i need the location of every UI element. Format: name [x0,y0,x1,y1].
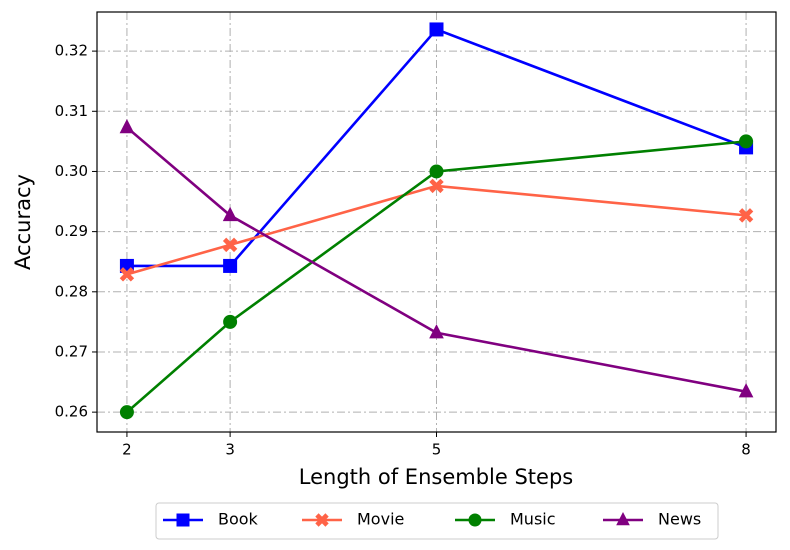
x-tick-label: 2 [122,441,132,459]
grid [97,12,776,432]
marker [429,164,444,179]
legend-item: Book [163,510,259,529]
marker [119,118,135,134]
y-tick-label: 0.28 [55,282,88,300]
marker [119,267,135,282]
x-tick-label: 5 [432,441,442,459]
legend-item: Movie [302,510,404,529]
marker [468,513,482,527]
marker [429,22,444,37]
marker [176,513,190,527]
marker [429,178,444,194]
y-axis-title: Accuracy [11,174,35,270]
marker [429,324,444,339]
marker [315,513,329,527]
x-tick-label: 8 [741,441,751,459]
legend: Book Movie Music News [163,510,701,529]
y-tick-label: 0.27 [55,342,88,360]
marker [222,206,238,222]
legend-label: Music [510,510,556,529]
x-tick-label: 3 [225,441,235,459]
y-tick-label: 0.30 [55,162,88,180]
marker [739,134,754,149]
y-tick-label: 0.32 [55,42,88,60]
plot [119,22,754,420]
legend-item: Music [455,510,556,529]
marker [223,314,238,329]
marker [738,383,754,398]
legend-item: News [603,510,701,529]
marker [222,237,238,253]
marker [738,208,754,223]
y-tick-label: 0.31 [55,102,88,120]
legend-label: Movie [357,510,404,529]
x-axis-title: Length of Ensemble Steps [299,465,573,489]
marker [223,258,238,273]
series-line [126,27,747,268]
marker [616,512,630,526]
marker [119,405,134,420]
series-line [126,126,747,393]
series-line [126,184,747,276]
legend-box [155,502,719,540]
y-tick-label: 0.26 [55,403,88,421]
legend-label: Book [218,510,259,529]
y-tick-label: 0.29 [55,222,88,240]
series-line [126,140,747,414]
legend-label: News [658,510,701,529]
